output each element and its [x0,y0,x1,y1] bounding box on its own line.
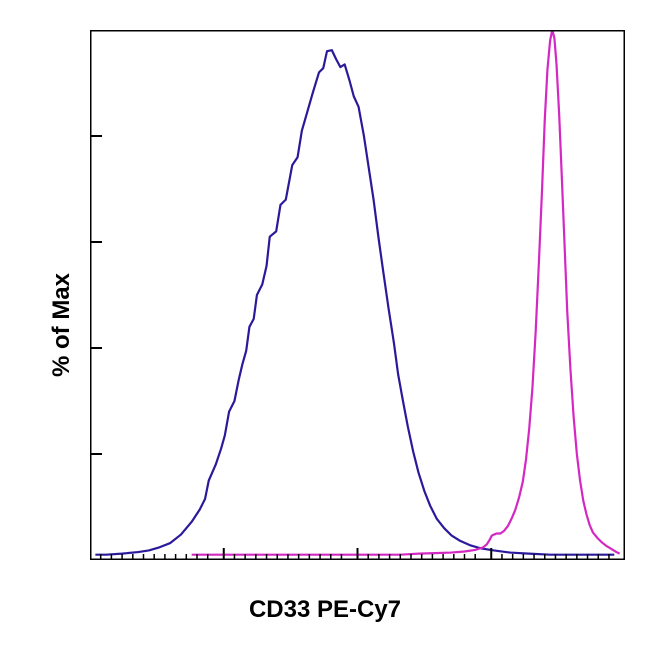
y-axis-label: % of Max [48,273,76,377]
figure: % of Max CD33 PE-Cy7 [0,0,650,650]
plot-area [90,30,625,560]
x-axis-label: CD33 PE-Cy7 [0,596,650,624]
chart-svg [90,30,625,560]
